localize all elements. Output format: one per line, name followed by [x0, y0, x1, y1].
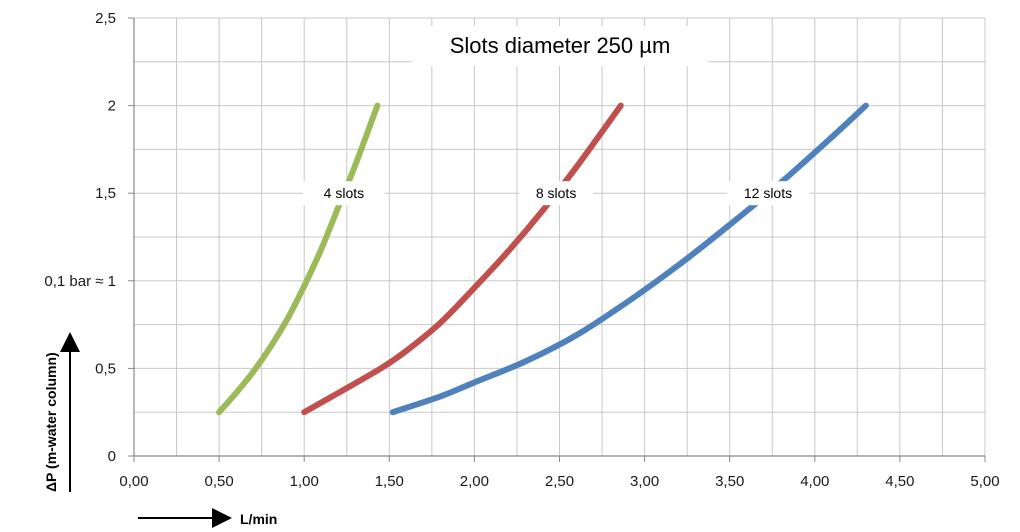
x-tick-label: 0,50 — [204, 473, 233, 490]
axes — [128, 17, 986, 462]
chart-title: Slots diameter 250 µm — [450, 33, 671, 58]
series-label: 12 slots — [744, 185, 792, 201]
series-label: 8 slots — [536, 185, 576, 201]
x-axis-title: L/min — [240, 511, 277, 527]
series-lines — [216, 102, 869, 416]
series-line — [216, 102, 381, 416]
y-tick-label: 0 — [108, 448, 116, 465]
series-line — [301, 102, 624, 416]
x-tick-labels: 0,00 0,50 1,00 1,50 2,00 2,50 3,00 3,50 4,00 4,50… — [119, 473, 999, 490]
x-tick-label: 4,00 — [800, 473, 829, 490]
chart-title-background — [412, 26, 708, 66]
x-tick-label: 0,00 — [119, 473, 148, 490]
series-labels: 4 slots 8 slots 12 slots — [302, 181, 809, 206]
x-tick-label: 1,00 — [290, 473, 319, 490]
y-tick-labels: 0 0,5 0,1 bar ≈ 1 1,5 2 2,5 — [44, 10, 116, 465]
y-tick-label: 0,1 bar ≈ 1 — [44, 273, 116, 290]
x-tick-label: 3,50 — [715, 473, 744, 490]
x-tick-label: 2,50 — [545, 473, 574, 490]
series-label-background — [302, 181, 385, 206]
grid — [133, 17, 986, 457]
series-label: 4 slots — [324, 185, 364, 201]
y-axis-title: ΔP (m-water column) — [43, 352, 59, 492]
x-tick-label: 5,00 — [970, 473, 999, 490]
x-tick-label: 1,50 — [375, 473, 404, 490]
x-tick-label: 4,50 — [885, 473, 914, 490]
y-tick-label: 0,5 — [95, 360, 116, 377]
series-label-background — [726, 181, 809, 206]
series-line — [389, 102, 869, 416]
series-label-background — [519, 181, 594, 206]
y-tick-label: 2,5 — [95, 10, 116, 27]
x-tick-label: 2,00 — [460, 473, 489, 490]
x-tick-label: 3,00 — [630, 473, 659, 490]
y-tick-label: 2 — [108, 98, 116, 115]
y-tick-label: 1,5 — [95, 185, 116, 202]
